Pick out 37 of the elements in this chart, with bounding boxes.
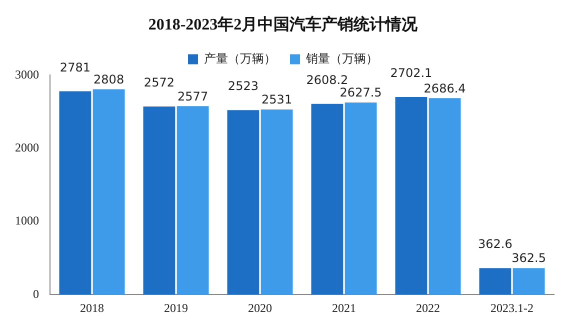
x-tick-label: 2019 [164, 300, 188, 315]
y-tick-label: 3000 [15, 67, 39, 82]
data-label: 2523 [228, 79, 258, 94]
y-tick-label: 0 [33, 286, 39, 301]
bar [311, 104, 344, 295]
bar [344, 102, 377, 295]
data-label: 2572 [144, 76, 174, 90]
data-label: 2531 [262, 92, 292, 107]
bar [59, 91, 92, 295]
x-tick-label: 2018 [80, 300, 104, 315]
x-tick-label: 2022 [416, 300, 440, 315]
bar [395, 96, 428, 295]
data-label: 362.6 [478, 237, 512, 252]
data-label: 362.5 [512, 251, 546, 266]
chart-title: 2018-2023年2月中国汽车产销统计情况 [148, 16, 419, 34]
x-tick-label: 2023.1-2 [490, 300, 534, 315]
bar [512, 268, 545, 295]
data-label: 2608.2 [306, 72, 348, 87]
data-label: 2702.1 [390, 66, 432, 80]
x-tick-label: 2020 [248, 300, 272, 315]
data-label: 2577 [178, 89, 208, 104]
legend-label: 产量（万辆） [204, 52, 276, 66]
bar [92, 89, 125, 295]
y-tick-label: 2000 [15, 140, 39, 154]
data-label: 2808 [94, 72, 124, 86]
bar [143, 106, 176, 295]
data-label: 2686.4 [424, 81, 466, 96]
legend-label: 销量（万辆） [305, 52, 378, 66]
bar [260, 110, 293, 295]
y-tick-label: 1000 [15, 214, 39, 228]
data-label: 2627.5 [340, 86, 382, 100]
data-label: 2781 [60, 60, 90, 74]
bar [479, 268, 512, 295]
x-tick-label: 2021 [332, 300, 356, 315]
bar [176, 106, 209, 295]
bar [227, 110, 260, 295]
bar [428, 98, 461, 295]
